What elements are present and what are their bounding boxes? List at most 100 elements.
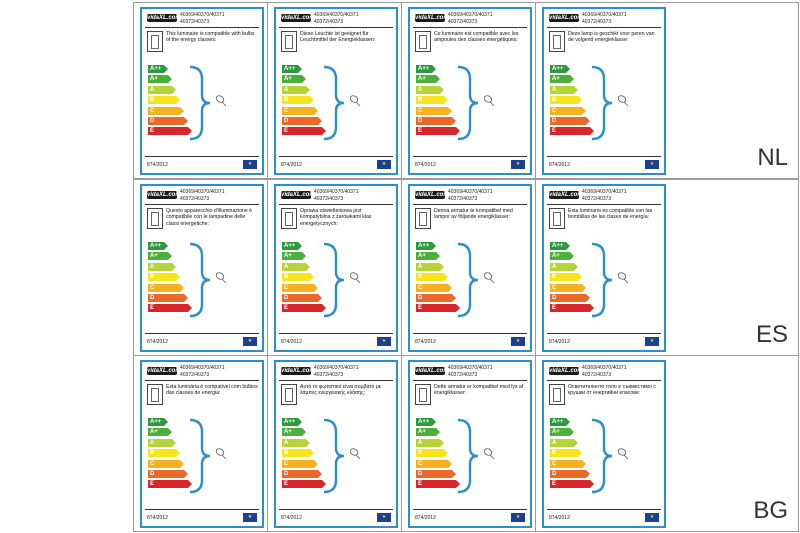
product-code-line: 40372/40373 [582,18,612,25]
lamp-icon [281,208,297,229]
energy-class-bars: A++ A+ A B C D E [550,418,594,491]
eu-flag-icon: ★ [645,160,659,169]
energy-class-bar: A [550,85,578,94]
label-cell-es: vidaXL.com 40369/40370/40371 40372/40373 Es… [535,179,799,356]
energy-class-bar: A++ [282,418,302,426]
energy-class-bar: D [416,469,456,478]
energy-class-bars: A++ A+ A B C D E [416,65,460,138]
brand-logo: vidaXL.com [281,367,315,375]
eu-flag-icon: ★ [377,337,391,346]
eu-flag-icon: ★ [511,160,525,169]
divider [547,333,661,334]
language-code: BG [753,497,788,524]
regulation-number: 874/2012 [147,339,168,345]
energy-class-bar: A++ [416,65,436,73]
compatibility-text: Осветителното тяло е съвместимо с крушки… [568,384,656,397]
energy-class-bar: A++ [148,418,168,426]
energy-class-bar: A+ [282,428,306,437]
language-code: NL [757,144,788,171]
energy-class-bar: A [416,85,444,94]
divider [145,380,259,381]
divider [279,156,393,157]
energy-class-bars: A++ A+ A B C D E [282,242,326,315]
product-code-line: 40372/40373 [448,371,478,378]
energy-class-bar: A+ [550,252,574,261]
brand-logo: vidaXL.com [147,191,181,199]
energy-class-bar: A++ [416,418,436,426]
energy-class-bar: D [550,116,590,125]
brace-bulb-icon [457,242,495,318]
product-code-line: 40372/40373 [582,371,612,378]
divider [547,27,661,28]
energy-class-bar: C [282,459,318,468]
brace-bulb-icon [591,65,629,141]
divider [145,156,259,157]
divider [279,509,393,510]
lamp-icon [415,208,431,229]
lamp-icon [147,31,163,52]
brace-bulb-icon [457,65,495,141]
energy-class-bar: A [148,262,176,271]
product-code-line: 40372/40373 [180,371,210,378]
energy-class-bar: E [550,127,594,136]
eu-flag-icon: ★ [243,160,257,169]
energy-class-bar: E [282,127,326,136]
divider [413,156,527,157]
compatibility-text: Oprawa oświetleniowa jest kompatybilna z… [300,208,372,227]
energy-class-bar: A+ [416,428,440,437]
product-codes: 40369/40370/40371 40372/40373 [582,365,627,378]
energy-class-bars: A++ A+ A B C D E [282,65,326,138]
brace-bulb-icon [323,418,361,494]
energy-class-bar: A++ [550,65,570,73]
energy-class-bar: C [416,459,452,468]
energy-class-bar: D [416,116,456,125]
label-cell-bg: vidaXL.com 40369/40370/40371 40372/40373 Ос… [535,355,799,532]
brand-logo: vidaXL.com [549,367,583,375]
brand-logo: vidaXL.com [147,367,181,375]
brace-bulb-icon [591,242,629,318]
energy-class-bar: E [148,304,192,313]
energy-class-bar: A [416,262,444,271]
energy-class-bar: C [148,283,184,292]
energy-class-bar: E [148,480,192,489]
regulation-number: 874/2012 [549,162,570,168]
energy-class-bar: A++ [550,242,570,250]
brand-logo: vidaXL.com [549,14,583,22]
product-code-line: 40369/40370/40371 [180,12,225,18]
brand-logo: vidaXL.com [415,14,449,22]
compatibility-text: Esta luminaria es compatible con las bom… [568,208,653,221]
product-code-line: 40369/40370/40371 [582,12,627,18]
product-code-line: 40372/40373 [314,18,344,25]
divider [145,509,259,510]
energy-class-bar: C [550,459,586,468]
eu-flag-icon: ★ [243,337,257,346]
product-codes: 40369/40370/40371 40372/40373 [448,12,493,25]
energy-class-bar: B [416,273,448,282]
energy-class-bar: A+ [282,252,306,261]
energy-class-bar: E [416,304,460,313]
divider [145,27,259,28]
energy-class-bar: B [550,273,582,282]
lamp-icon [549,31,565,52]
energy-class-bar: D [282,469,322,478]
compatibility-text: Questo apparecchio d'illuminazione è com… [166,208,253,227]
regulation-number: 874/2012 [281,515,302,521]
brace-bulb-icon [323,242,361,318]
divider [279,333,393,334]
energy-class-bar: E [550,304,594,313]
eu-flag-icon: ★ [243,513,257,522]
compatibility-text: Esta luminária é compatível com bulbos d… [166,384,258,397]
energy-class-bar: A [282,438,310,447]
product-code-line: 40369/40370/40371 [448,12,493,18]
energy-label-card: vidaXL.com 40369/40370/40371 40372/40373 De… [408,360,532,528]
energy-class-bar: D [148,469,188,478]
lamp-icon [281,384,297,405]
product-code-line: 40372/40373 [314,371,344,378]
energy-class-bar: C [550,106,586,115]
lamp-icon [147,208,163,229]
energy-class-bar: D [282,116,322,125]
brand-logo: vidaXL.com [281,14,315,22]
divider [279,27,393,28]
product-code-line: 40369/40370/40371 [314,189,359,195]
